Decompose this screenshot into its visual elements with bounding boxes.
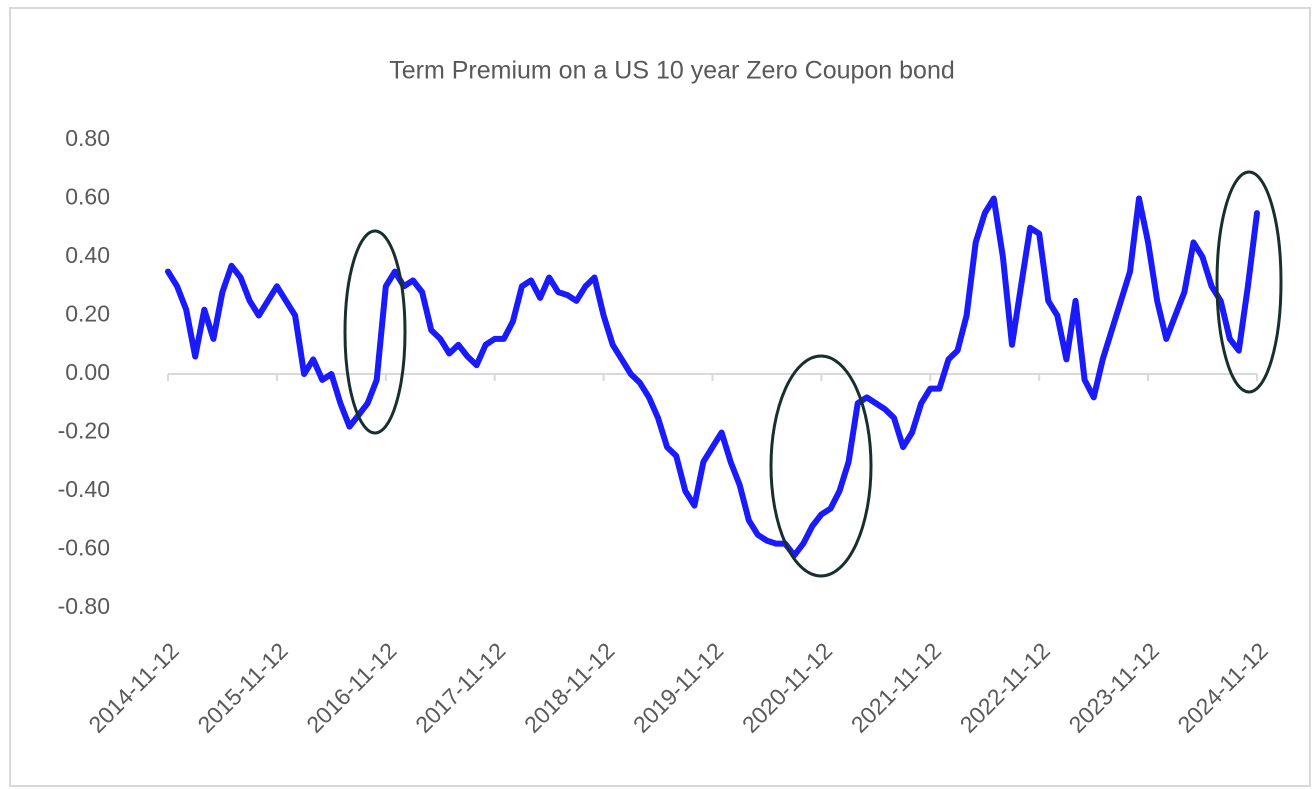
y-tick-label: -0.60: [58, 535, 110, 561]
y-tick-label: -0.40: [58, 476, 110, 502]
y-tick-label: -0.80: [58, 593, 110, 619]
annotations: [343, 170, 1283, 578]
y-tick-label: 0.00: [65, 359, 110, 385]
highlight-ellipse: [1215, 170, 1283, 394]
y-tick-label: -0.20: [58, 418, 110, 444]
chart-title: Term Premium on a US 10 year Zero Coupon…: [389, 57, 955, 85]
highlight-ellipse: [343, 229, 407, 435]
y-tick-label: 0.40: [65, 242, 110, 268]
y-tick-label: 0.20: [65, 301, 110, 327]
y-tick-label: 0.80: [65, 125, 110, 151]
data-line: [165, 195, 1260, 559]
y-tick-label: 0.60: [65, 184, 110, 210]
highlight-ellipse: [769, 354, 873, 578]
